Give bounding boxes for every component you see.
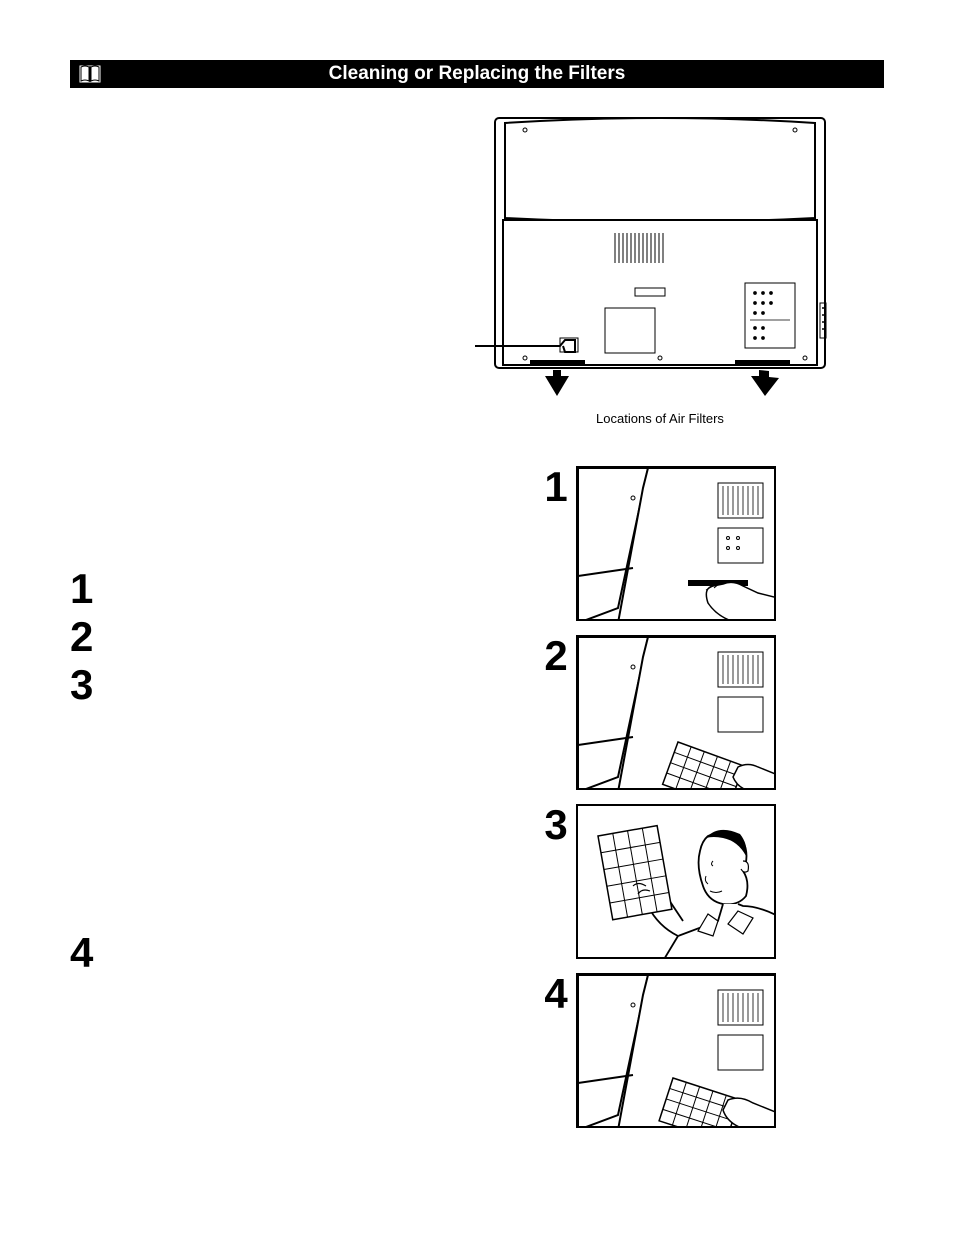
step-image-2 (576, 635, 776, 790)
step-number: 4 (70, 932, 110, 974)
step-number: 3 (70, 664, 110, 706)
step-number: 2 (70, 616, 110, 658)
step-number: 2 (544, 635, 567, 677)
content-area: 1 2 3 4 (70, 108, 884, 1142)
step-number: 4 (544, 973, 567, 1015)
step-block-3: 3 (544, 804, 775, 959)
left-step-1: 1 (70, 568, 430, 610)
right-column: Locations of Air Filters 1 (450, 108, 870, 1142)
diagram-caption: Locations of Air Filters (596, 411, 724, 426)
tv-rear-diagram (475, 108, 845, 403)
page: Cleaning or Replacing the Filters 1 2 3 … (0, 0, 954, 1202)
step-number: 1 (70, 568, 110, 610)
left-column: 1 2 3 4 (70, 108, 450, 1142)
left-step-2: 2 (70, 616, 430, 658)
step-image-1 (576, 466, 776, 621)
page-title: Cleaning or Replacing the Filters (70, 63, 884, 85)
left-step-4: 4 (70, 932, 430, 974)
step-block-4: 4 (544, 973, 775, 1128)
step-block-1: 1 (544, 466, 775, 621)
step-image-4 (576, 973, 776, 1128)
book-icon (78, 62, 102, 91)
left-step-3: 3 (70, 664, 430, 706)
step-image-3 (576, 804, 776, 959)
title-bar: Cleaning or Replacing the Filters (70, 60, 884, 88)
step-number: 1 (544, 466, 567, 508)
step-number: 3 (544, 804, 567, 846)
step-block-2: 2 (544, 635, 775, 790)
